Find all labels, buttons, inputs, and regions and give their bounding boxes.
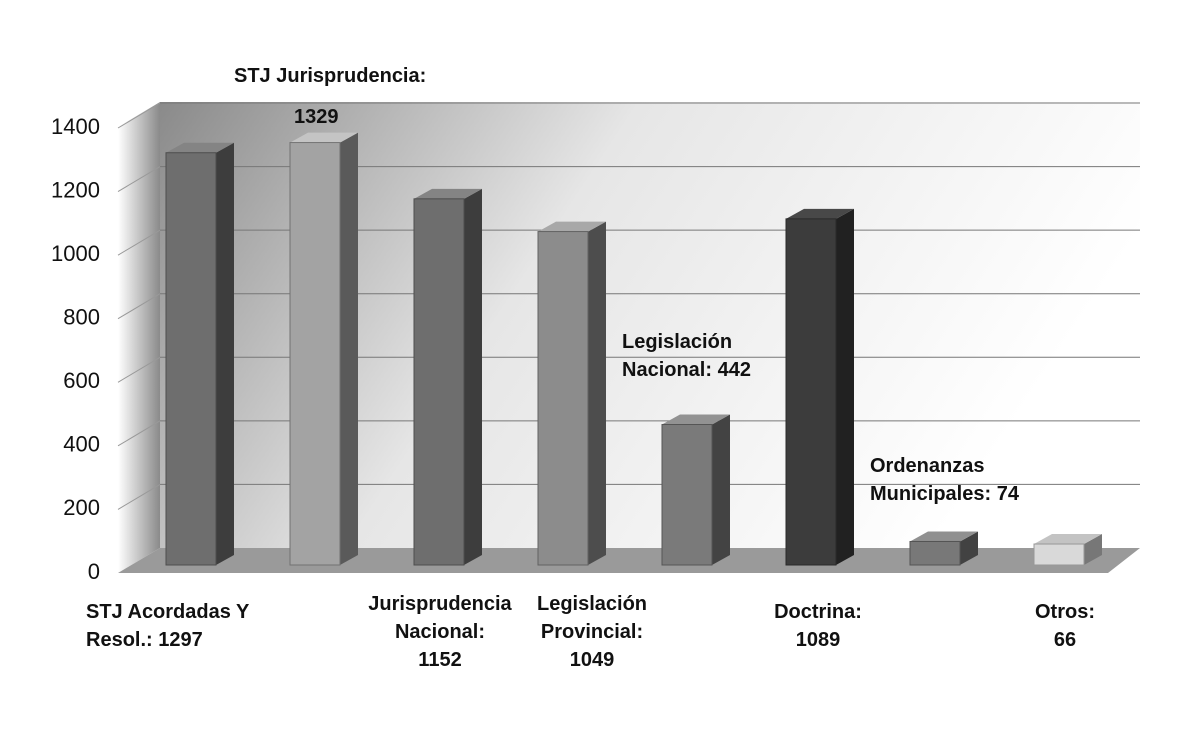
grid-line (117, 102, 161, 129)
bar-top (786, 208, 854, 219)
bar-top (910, 531, 978, 542)
y-tick-label: 1400 (51, 114, 100, 139)
bar-top (414, 188, 482, 199)
value-label: 1297 (158, 629, 203, 651)
value-label: 1089 (795, 629, 841, 651)
category-label: Otros: 66 (1010, 598, 1120, 654)
floor (118, 548, 1140, 573)
y-tick-label: 200 (63, 495, 100, 520)
y-tick-label: 600 (63, 368, 100, 393)
value-label: 442 (717, 359, 751, 381)
y-tick-label: 400 (63, 432, 100, 457)
category-name: Jurisprudencia Nacional: (368, 593, 512, 643)
category-name: STJ Acordadas Y Resol.: (86, 601, 250, 651)
back-wall (160, 102, 1140, 548)
grid-line (117, 420, 161, 447)
category-label: Jurisprudencia Nacional: 1152 (360, 590, 520, 674)
category-name: Legislación Provincial: (536, 593, 648, 643)
bar-side (836, 208, 854, 565)
y-tick-label: 1000 (51, 241, 100, 266)
bar (289, 142, 341, 566)
grid-line (117, 229, 161, 256)
category-name: Ordenanzas Municipales: (870, 455, 992, 505)
bar-side (216, 142, 234, 565)
bar (785, 218, 837, 566)
bar (909, 540, 961, 566)
category-label: Ordenanzas Municipales: 74 (870, 452, 1050, 508)
category-name: Otros: (1035, 601, 1095, 623)
category-name: STJ Jurisprudencia: (234, 65, 427, 87)
category-name: Legislación Nacional: (622, 331, 733, 381)
bar-top (290, 132, 358, 143)
value-label: 1152 (418, 649, 462, 671)
bar (1033, 543, 1085, 566)
bar (537, 231, 589, 566)
side-wall (118, 102, 160, 573)
value-label: 74 (996, 483, 1019, 505)
bar-side (960, 531, 978, 565)
bar-side (1084, 534, 1102, 565)
bar-side (588, 221, 606, 565)
grid-line (117, 483, 161, 510)
bar-top (538, 221, 606, 232)
grid-line (117, 166, 161, 193)
category-label: STJ Jurisprudencia: (234, 62, 494, 90)
y-tick-label: 800 (63, 305, 100, 330)
grid-line (117, 293, 161, 320)
value-label: 66 (1053, 629, 1077, 651)
grid-line (117, 356, 161, 383)
bar (413, 198, 465, 566)
category-name: Doctrina: (774, 601, 862, 623)
bar (165, 152, 217, 566)
bar (661, 424, 713, 566)
category-label: STJ Acordadas Y Resol.: 1297 (86, 598, 276, 654)
y-tick-label: 1200 (51, 177, 100, 202)
bar-top (166, 142, 234, 153)
bar-top (662, 414, 730, 425)
category-label: Legislación Provincial: 1049 (516, 590, 668, 674)
category-label: Doctrina: 1089 (740, 598, 896, 654)
bar-top (1034, 534, 1102, 545)
bar-side (712, 414, 730, 565)
category-label: Legislación Nacional: 442 (622, 328, 802, 384)
bar-side (464, 188, 482, 566)
value-label: 1329 (294, 105, 339, 128)
value-label: 1049 (569, 649, 615, 671)
y-tick-label: 0 (88, 559, 100, 584)
bar-side (340, 132, 358, 565)
